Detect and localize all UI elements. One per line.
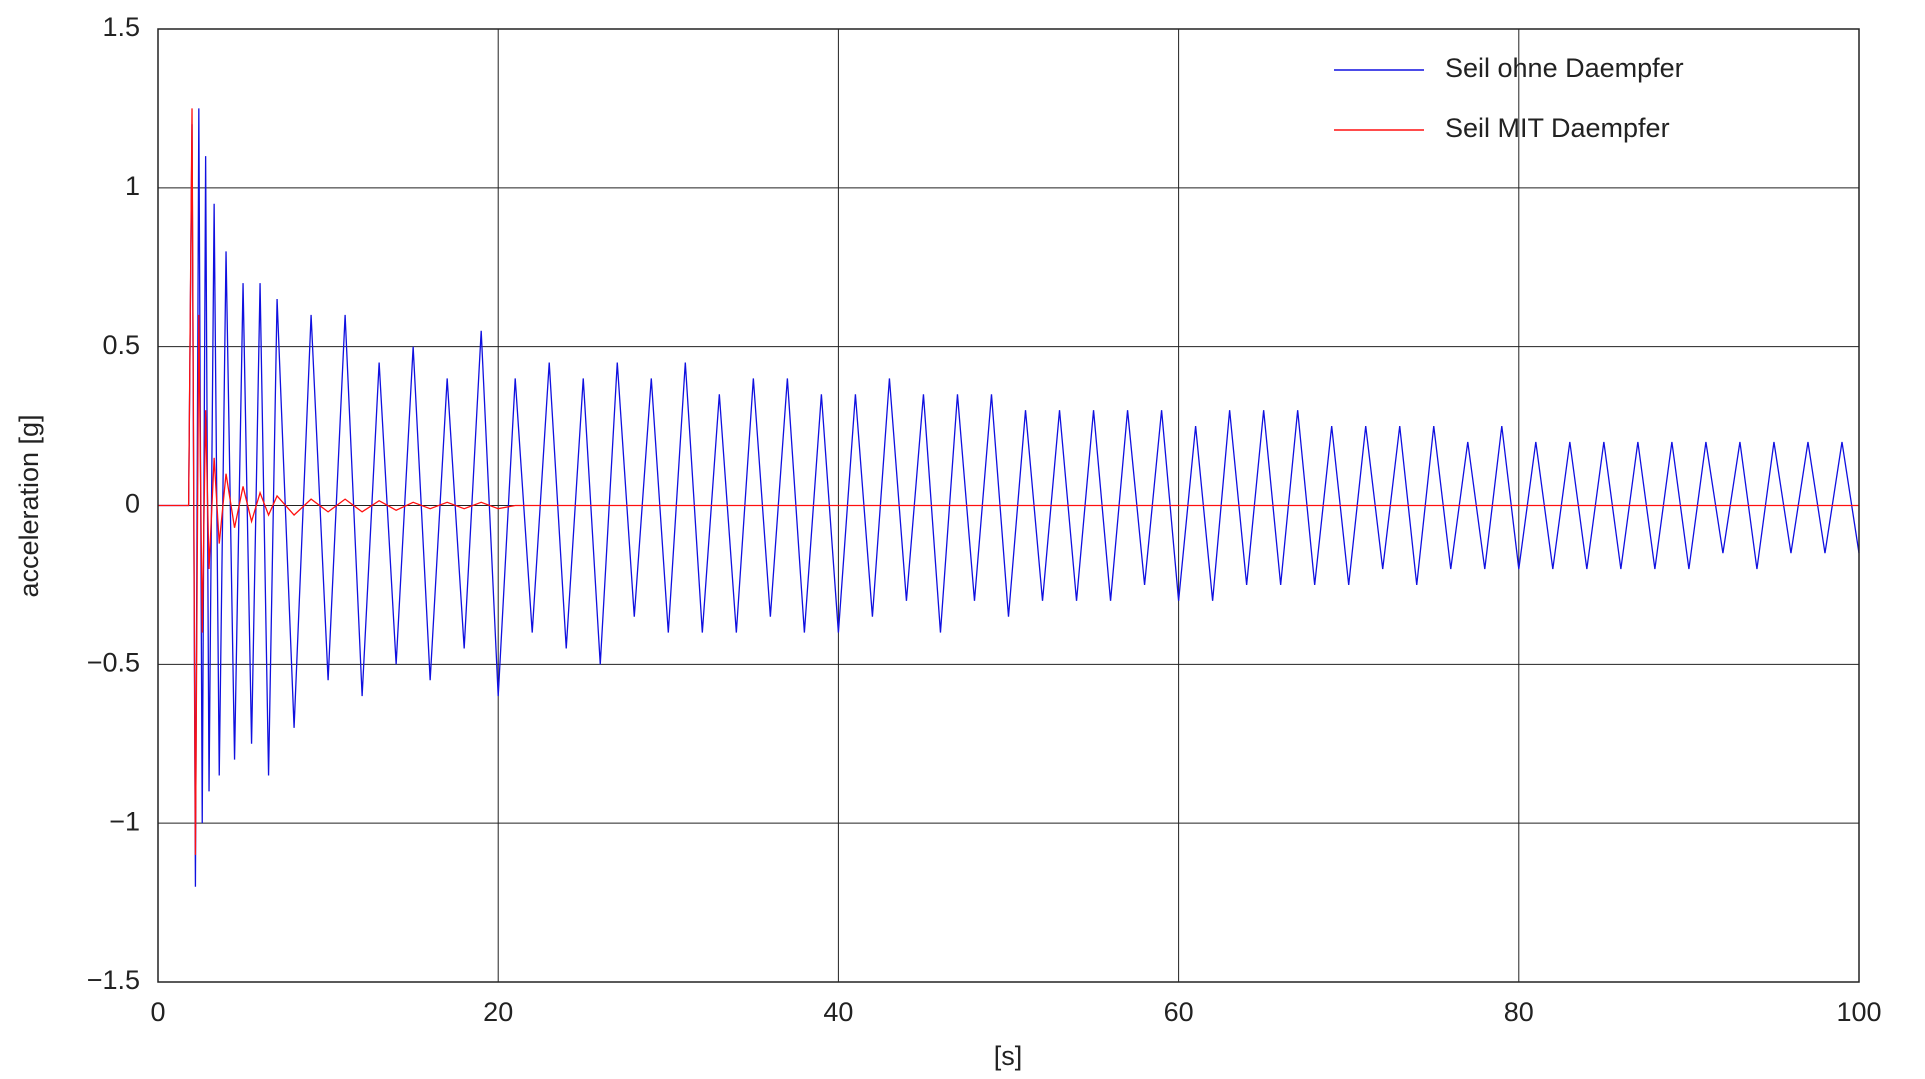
series-line xyxy=(158,108,1859,855)
y-tick-label: 0 xyxy=(125,489,140,519)
y-tick-label: −0.5 xyxy=(87,647,140,677)
x-tick-label: 80 xyxy=(1504,997,1534,1027)
series-line xyxy=(158,108,1860,887)
y-tick-label: −1 xyxy=(109,806,140,836)
x-axis-label: [s] xyxy=(994,1041,1023,1071)
y-tick-label: 1 xyxy=(125,171,140,201)
x-tick-label: 40 xyxy=(823,997,853,1027)
x-tick-label: 20 xyxy=(483,997,513,1027)
y-tick-label: 0.5 xyxy=(102,330,140,360)
x-tick-label: 0 xyxy=(150,997,165,1027)
y-axis-label: acceleration [g] xyxy=(14,414,44,597)
plot-frame xyxy=(157,28,1860,983)
x-tick-label: 100 xyxy=(1836,997,1881,1027)
legend-label: Seil MIT Daempfer xyxy=(1445,113,1670,143)
legend-label: Seil ohne Daempfer xyxy=(1445,53,1684,83)
y-tick-label: 1.5 xyxy=(102,12,140,42)
y-tick-label: −1.5 xyxy=(87,965,140,995)
x-tick-label: 60 xyxy=(1164,997,1194,1027)
